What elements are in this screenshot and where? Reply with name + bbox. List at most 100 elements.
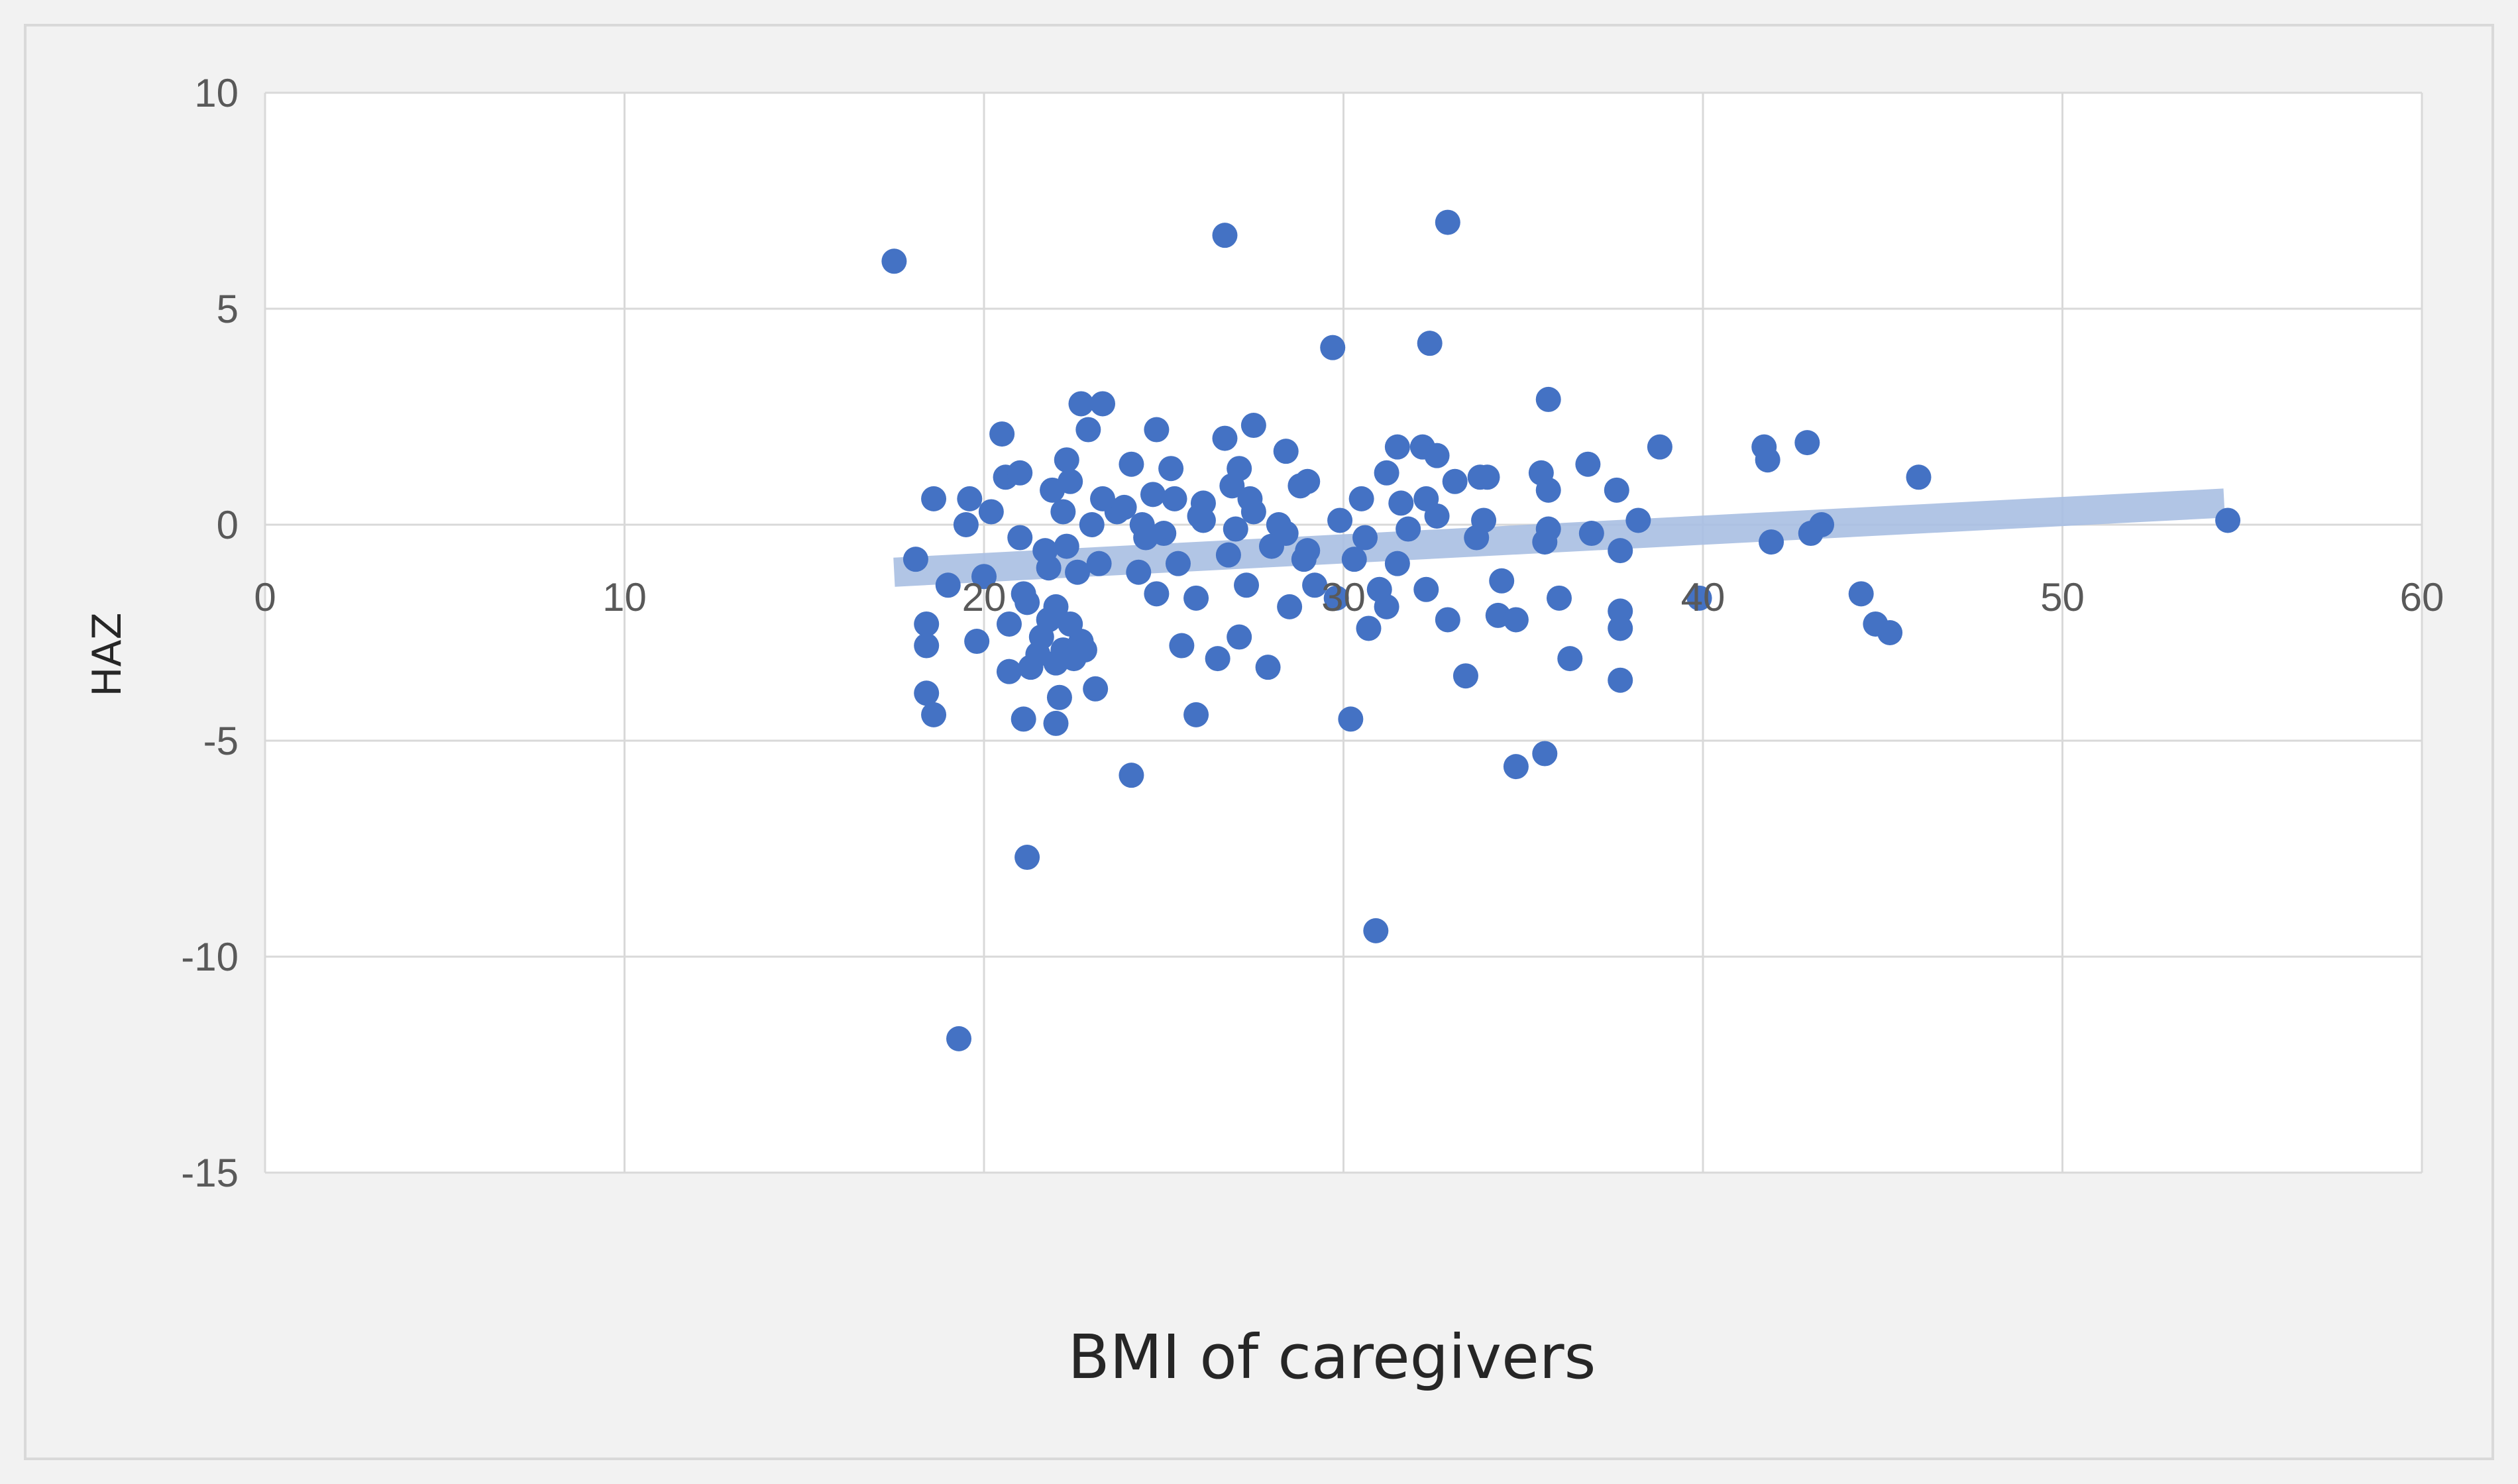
x-tick-label: 30 — [1321, 575, 1366, 619]
data-point — [1144, 581, 1170, 607]
data-point — [1647, 434, 1672, 460]
x-tick-label: 60 — [2400, 575, 2444, 619]
data-point — [1489, 568, 1515, 594]
data-point — [1054, 447, 1079, 473]
y-axis-title: HAZ — [84, 612, 131, 696]
data-point — [957, 486, 983, 511]
data-point — [914, 611, 940, 637]
data-point — [1396, 516, 1421, 542]
data-point — [1169, 633, 1195, 659]
data-point — [1054, 533, 1079, 559]
data-point — [1295, 468, 1321, 494]
data-point — [1809, 512, 1835, 537]
data-points — [881, 209, 2241, 1051]
data-point — [1046, 684, 1072, 710]
data-point — [1503, 754, 1529, 780]
trendline-layer — [893, 488, 2225, 587]
data-point — [1467, 464, 1493, 490]
data-point — [1014, 845, 1040, 871]
data-point — [1071, 637, 1097, 663]
data-point — [881, 248, 907, 274]
data-point — [1083, 676, 1109, 702]
data-point — [1011, 706, 1036, 732]
data-point — [1162, 486, 1187, 511]
data-point — [1755, 447, 1780, 473]
data-point — [1557, 646, 1583, 672]
data-point — [1388, 490, 1414, 516]
data-point — [1119, 451, 1144, 477]
data-point — [1158, 456, 1184, 482]
data-point — [903, 547, 928, 572]
data-point — [1608, 615, 1633, 641]
data-point — [1413, 486, 1439, 511]
data-point — [1608, 598, 1633, 624]
y-tick-label: -5 — [203, 719, 239, 763]
y-tick-label: -10 — [181, 935, 239, 979]
x-tick-label: 10 — [602, 575, 647, 619]
data-point — [1165, 551, 1191, 576]
data-point — [1011, 581, 1036, 607]
data-point — [1212, 425, 1238, 451]
data-point — [996, 659, 1022, 684]
data-point — [1877, 620, 1903, 645]
data-point — [1366, 576, 1392, 602]
chart-border — [24, 24, 2494, 1460]
y-tick-label: 0 — [217, 503, 239, 547]
data-point — [1058, 611, 1083, 637]
data-point — [1255, 655, 1281, 680]
data-point — [1007, 460, 1033, 486]
data-point — [1363, 918, 1389, 943]
data-point — [921, 486, 947, 511]
data-point — [1234, 572, 1260, 598]
data-point — [1384, 551, 1410, 576]
data-point — [1341, 547, 1367, 572]
data-point — [1338, 706, 1364, 732]
data-point — [1452, 663, 1478, 689]
data-point — [1348, 486, 1374, 511]
y-tick-label: -15 — [181, 1151, 239, 1195]
data-point — [1277, 594, 1303, 619]
data-point — [1759, 529, 1784, 555]
data-point — [1291, 547, 1317, 572]
data-point — [953, 512, 979, 537]
data-point — [1442, 468, 1468, 494]
data-point — [1266, 512, 1291, 537]
data-point — [1119, 763, 1144, 788]
data-point — [914, 633, 940, 659]
data-point — [1043, 710, 1069, 736]
data-point — [1126, 559, 1152, 585]
data-point — [1183, 585, 1209, 611]
data-point — [978, 499, 1004, 525]
trendline — [893, 488, 2225, 587]
tick-labels: -15 -10 -5 0 5 10 0 10 20 30 40 50 60 — [181, 71, 2444, 1195]
data-point — [1025, 641, 1051, 667]
data-point — [1212, 223, 1238, 248]
data-point — [1578, 521, 1604, 547]
data-point — [1133, 525, 1159, 551]
data-point — [1471, 507, 1497, 533]
data-point — [1086, 551, 1112, 576]
y-tick-label: 5 — [217, 287, 239, 331]
data-point — [1535, 516, 1561, 542]
data-point — [914, 680, 940, 706]
data-point — [1424, 443, 1450, 468]
data-point — [1079, 512, 1105, 537]
data-point — [1215, 542, 1241, 568]
data-point — [1794, 430, 1820, 456]
data-point — [996, 611, 1022, 637]
data-point — [1302, 572, 1328, 598]
data-point — [1140, 482, 1166, 507]
data-point — [1532, 741, 1558, 767]
data-point — [1503, 607, 1529, 633]
data-point — [971, 564, 997, 590]
data-point — [1848, 581, 1874, 607]
x-tick-label: 20 — [962, 575, 1007, 619]
data-point — [1547, 585, 1572, 611]
data-point — [1435, 209, 1460, 235]
data-point — [1205, 646, 1231, 672]
data-point — [1417, 331, 1443, 356]
data-point — [1374, 460, 1399, 486]
data-point — [1608, 667, 1633, 693]
